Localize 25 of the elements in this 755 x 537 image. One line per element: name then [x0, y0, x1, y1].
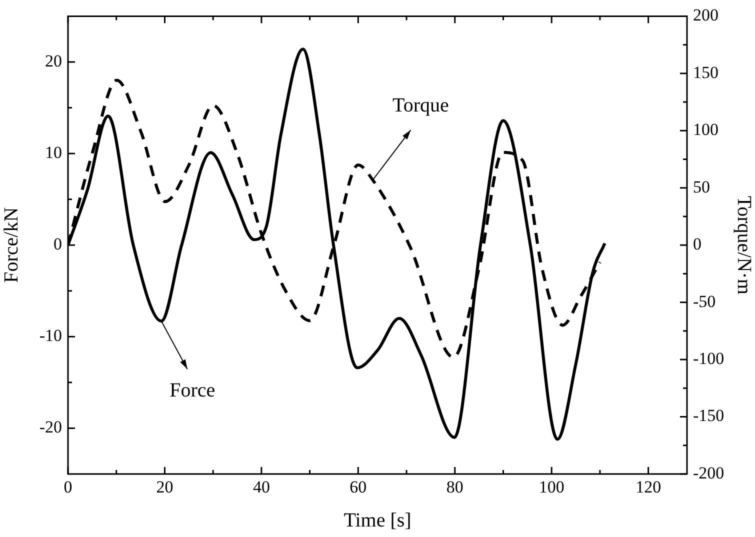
y2-tick-label: 100	[693, 120, 718, 140]
y2-tick-label: 50	[693, 177, 710, 196]
y-tick-label: 0	[54, 234, 62, 254]
x-tick-label: 60	[350, 478, 367, 497]
y-tick-label: 10	[45, 143, 62, 162]
y2-tick-label: 0	[693, 234, 702, 254]
x-tick-label: 80	[446, 478, 464, 497]
y2-tick-label: 150	[693, 62, 718, 82]
y2-tick-label: -50	[693, 292, 716, 311]
x-tick-label: 40	[252, 478, 270, 497]
y-axis-title: Force/kN	[0, 207, 22, 283]
x-axis-title: Time [s]	[344, 509, 412, 532]
y2-tick-label: -150	[693, 406, 724, 426]
y-tick-label: -20	[39, 418, 62, 437]
y2-tick-label: -200	[693, 463, 724, 482]
y2-tick-label: 200	[693, 6, 718, 25]
y2-tick-label: -100	[693, 349, 724, 368]
annotation: Force	[170, 379, 216, 402]
y-tick-label: -10	[39, 326, 62, 346]
x-tick-label: 120	[636, 478, 662, 497]
y2-axis-title: Torque/N·m	[732, 196, 755, 295]
x-tick-label: 20	[156, 478, 174, 497]
annotation: Torque	[392, 94, 449, 116]
y-tick-label: 20	[45, 51, 62, 70]
x-tick-label: 100	[538, 478, 564, 497]
